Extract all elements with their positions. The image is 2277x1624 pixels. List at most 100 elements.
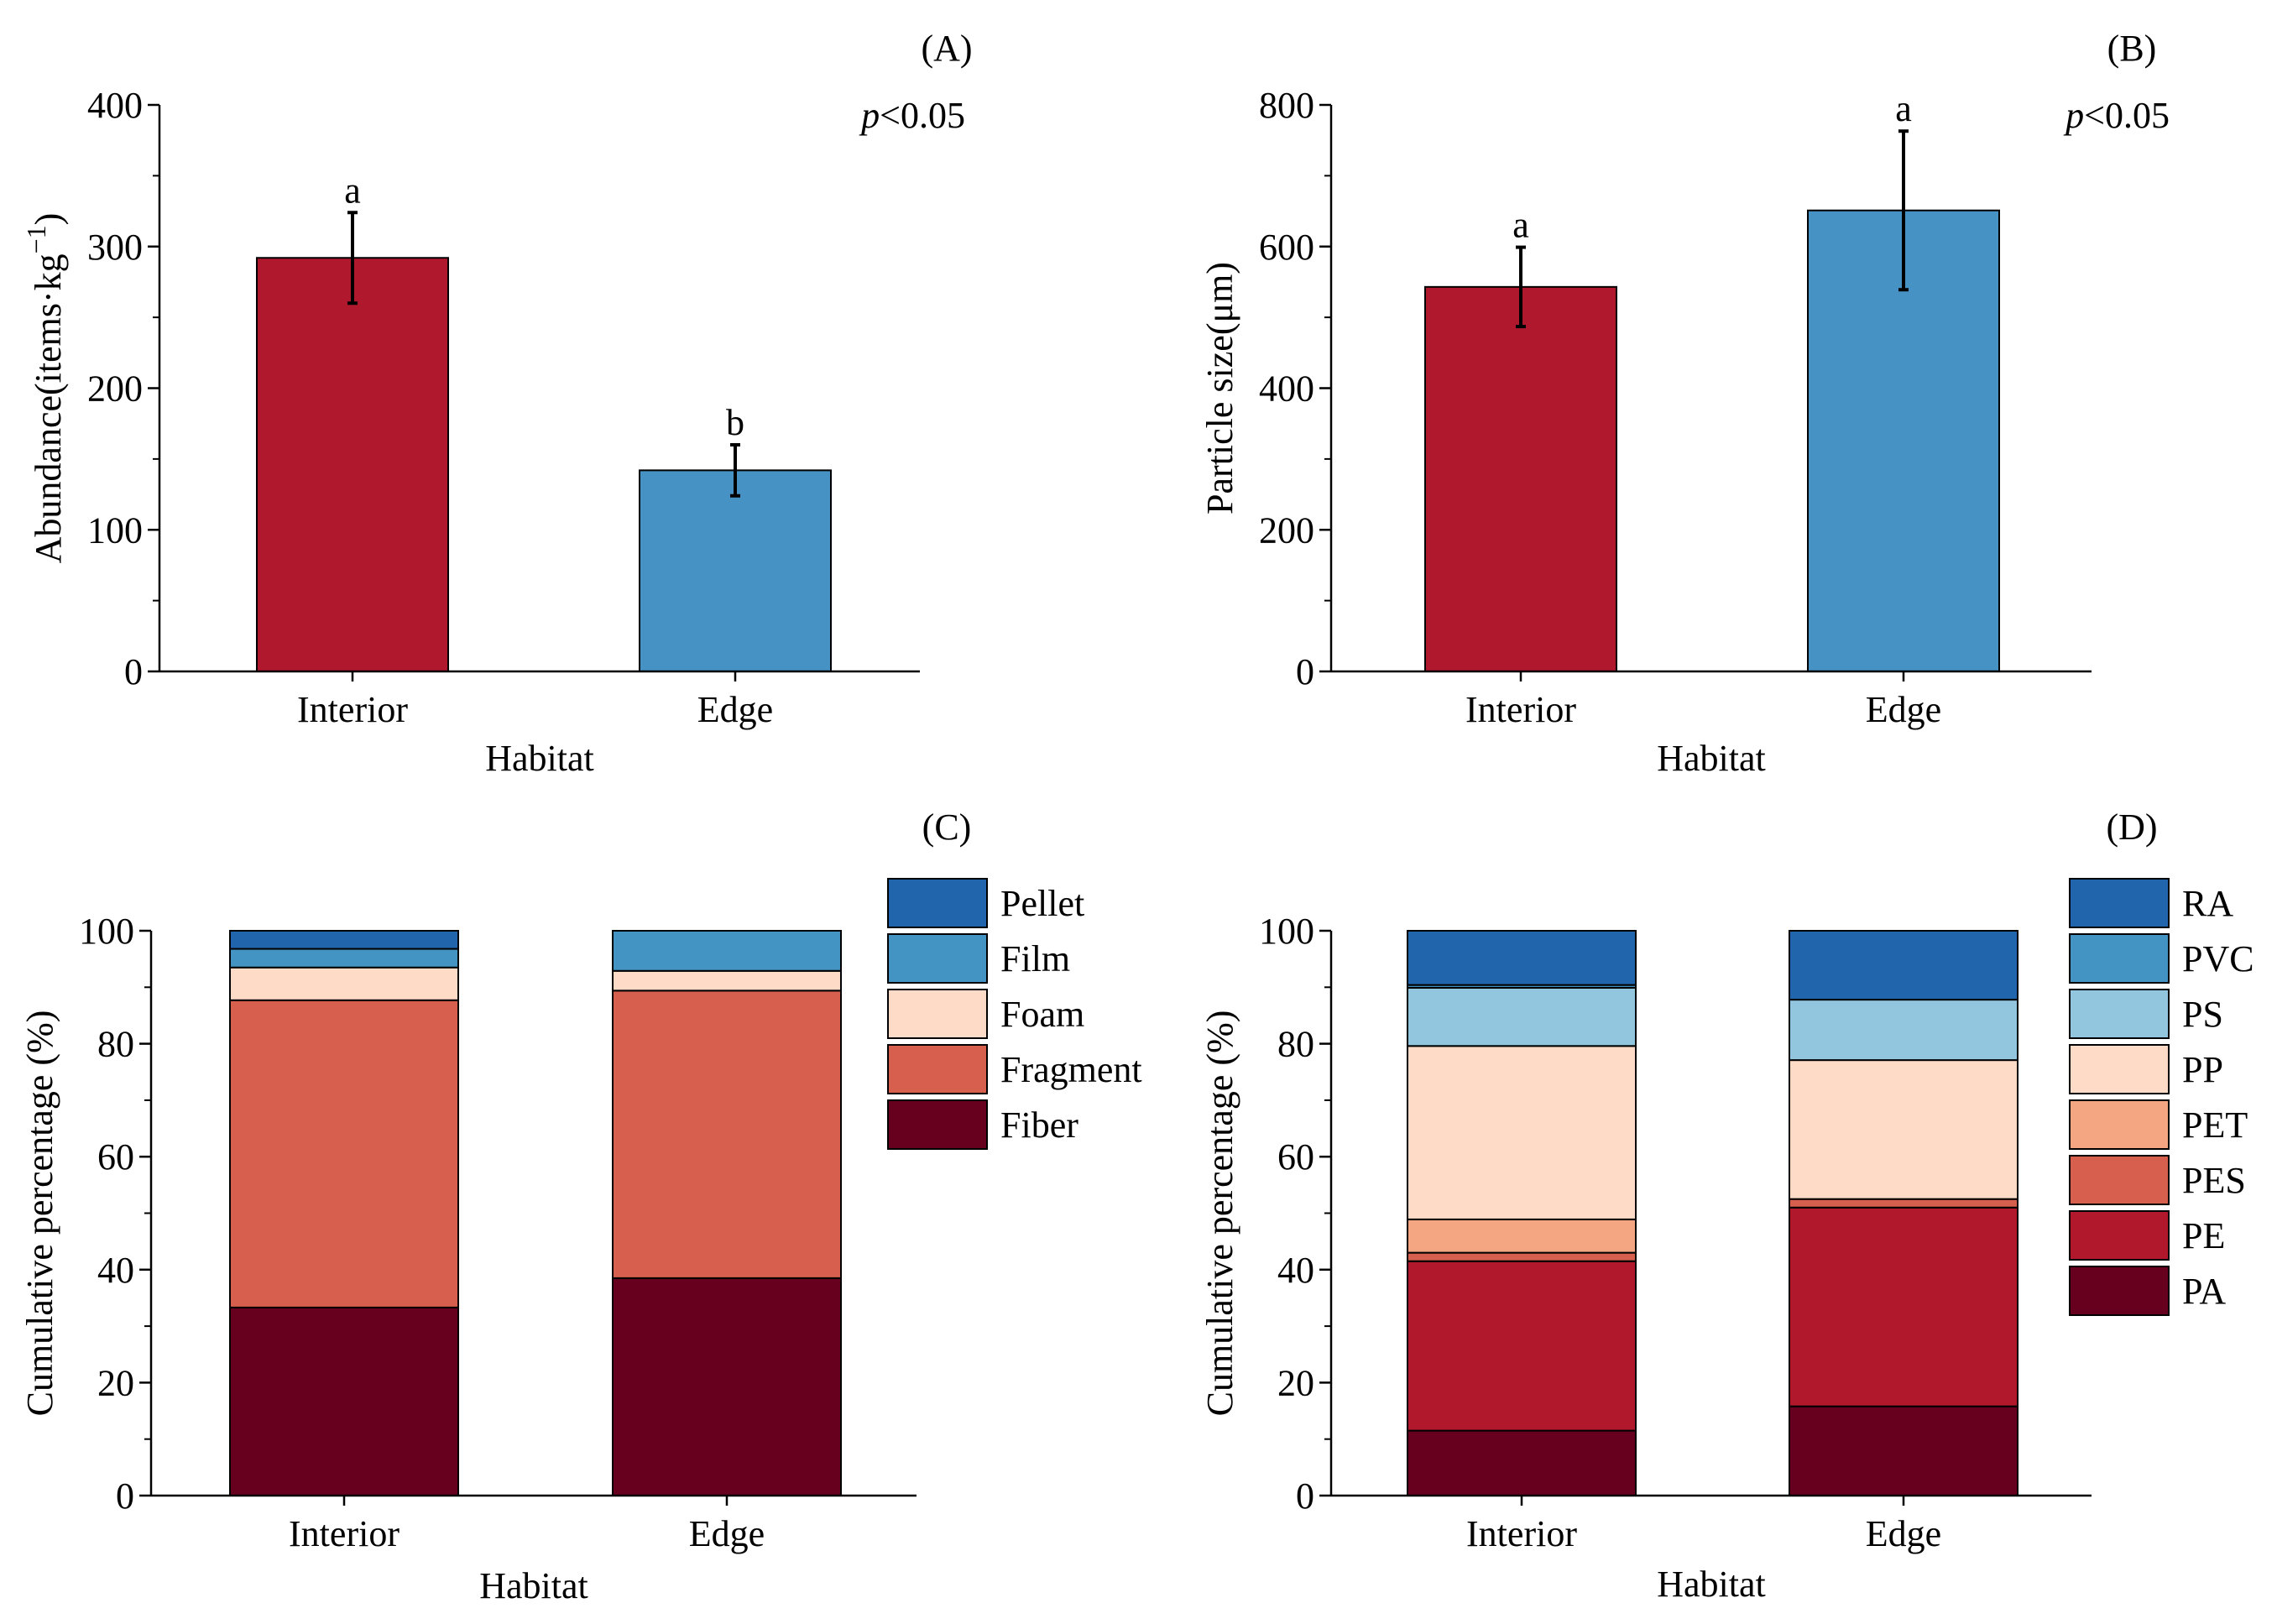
p-value-symbol: p: [2063, 95, 2084, 136]
y-tick-label: 100: [87, 509, 143, 551]
y-tick-label: 40: [1277, 1250, 1314, 1291]
legend-label-ps: PS: [2182, 994, 2223, 1035]
y-tick-label: 100: [79, 911, 134, 952]
stack-segment-ps: [1407, 986, 1637, 1047]
stack-segment-fragment: [229, 999, 459, 1308]
y-tick-label: 60: [1277, 1136, 1314, 1178]
x-axis-title: Habitat: [485, 738, 594, 779]
legend-swatch-pellet: [887, 878, 988, 928]
bar-interior: [1424, 285, 1617, 672]
stack-segment-ra: [1789, 930, 2018, 1001]
legend-swatch-ra: [2069, 878, 2170, 928]
legend-swatch-fiber: [887, 1099, 988, 1150]
legend: RA PVC PS PP PET PES PE PA: [2069, 878, 2254, 1316]
chart-panel-c: 0 20 40 60 80 100 Interior Edge Habitat Cumulativ…: [19, 807, 1142, 1606]
y-axis-title-main: Cumulative percentage (%): [19, 1010, 60, 1417]
legend-label-fiber: Fiber: [1000, 1104, 1078, 1146]
legend-label-pes: PES: [2182, 1160, 2246, 1201]
y-axis-title: Cumulative percentage (%): [19, 1010, 60, 1417]
legend-label-pellet: Pellet: [1000, 883, 1084, 924]
y-tick-label: 20: [1277, 1362, 1314, 1403]
legend-swatch-pa: [2069, 1266, 2170, 1316]
y-axis-title: Particle size(μm): [1199, 262, 1240, 514]
legend-label-fragment: Fragment: [1000, 1049, 1142, 1090]
legend-label-pet: PET: [2182, 1104, 2248, 1146]
x-axis-title: Habitat: [1657, 738, 1766, 779]
stack-segment-pe: [1789, 1206, 2018, 1407]
stack-segment-pa: [1407, 1429, 1637, 1496]
chart-panel-a: a b 0 100 200 300 400 Interior Edge Habitat Abunda…: [21, 28, 973, 779]
legend-swatch-pes: [2069, 1155, 2170, 1205]
y-tick-label: 0: [124, 651, 143, 692]
y-axis-title-superscript: −1: [21, 225, 51, 253]
x-tick-label: Interior: [1466, 1513, 1577, 1554]
legend-label-pp: PP: [2182, 1049, 2223, 1090]
legend-label-film: Film: [1000, 938, 1070, 979]
significance-letter: b: [726, 402, 744, 443]
stack-segment-fragment: [612, 990, 842, 1279]
legend-swatch-film: [887, 933, 988, 984]
y-axis-title: Cumulative percentage (%): [1199, 1010, 1240, 1417]
stack-segment-fiber: [229, 1306, 459, 1496]
bar-edge: [639, 469, 832, 672]
stack-segment-pp: [1407, 1045, 1637, 1220]
y-tick-label: 200: [1259, 509, 1314, 551]
legend: Pellet Film Foam Fragment Fiber: [887, 878, 1142, 1150]
y-tick-label: 80: [1277, 1024, 1314, 1065]
stack-segment-pe: [1407, 1260, 1637, 1432]
p-value-threshold: <0.05: [2084, 95, 2170, 136]
stack-segment-foam: [229, 966, 459, 1001]
legend-label-pvc: PVC: [2182, 938, 2254, 979]
legend-label-foam: Foam: [1000, 994, 1084, 1035]
y-tick-label: 200: [87, 368, 143, 410]
panel-label: (A): [921, 28, 972, 69]
y-tick-label: 40: [97, 1250, 134, 1291]
legend-label-ra: RA: [2182, 883, 2233, 924]
x-axis-title: Habitat: [1657, 1564, 1766, 1605]
legend-swatch-pvc: [2069, 933, 2170, 984]
x-tick-label: Interior: [1465, 689, 1576, 730]
stack-segment-pp: [1789, 1059, 2018, 1200]
stack-segment-fiber: [612, 1277, 842, 1497]
y-tick-label: 20: [97, 1362, 134, 1403]
y-tick-label: 0: [116, 1475, 134, 1517]
y-axis-title-close: ): [28, 213, 69, 226]
significance-letter: a: [1512, 205, 1529, 246]
y-axis-title-main: Particle size(μm): [1199, 262, 1240, 514]
y-tick-label: 300: [87, 227, 143, 268]
p-value-annotation: p<0.05: [2063, 95, 2170, 136]
chart-panel-d: 0 20 40 60 80 100 Interior Edge Habitat Cumulativ…: [1199, 807, 2254, 1605]
x-tick-label: Interior: [289, 1513, 400, 1554]
legend-label-pe: PE: [2182, 1215, 2225, 1256]
y-tick-label: 600: [1259, 227, 1314, 268]
p-value-threshold: <0.05: [880, 95, 965, 136]
y-axis-title-main: Abundance(items·kg: [28, 253, 69, 563]
stack-segment-ps: [1789, 999, 2018, 1062]
y-tick-label: 0: [1296, 1475, 1314, 1517]
stack-segment-pes: [1789, 1198, 2018, 1209]
x-tick-label: Edge: [1866, 1513, 1941, 1554]
y-tick-label: 100: [1259, 911, 1314, 952]
panel-label: (C): [922, 807, 972, 848]
stack-segment-pa: [1789, 1405, 2018, 1497]
stack-segment-pellet: [229, 930, 459, 950]
stack-segment-film: [612, 930, 842, 972]
y-axis-title: Abundance(items·kg−1): [21, 213, 69, 564]
stack-segment-ra: [1407, 930, 1637, 986]
stack-segment-pes: [1407, 1251, 1637, 1262]
bar-interior: [256, 257, 449, 672]
stack-segment-film: [229, 948, 459, 969]
y-tick-label: 400: [1259, 368, 1314, 410]
x-tick-label: Edge: [689, 1513, 765, 1554]
y-axis-title-main: Cumulative percentage (%): [1199, 1010, 1240, 1417]
legend-swatch-pet: [2069, 1099, 2170, 1150]
p-value-annotation: p<0.05: [859, 95, 965, 136]
panel-label: (D): [2106, 807, 2157, 848]
y-tick-label: 0: [1296, 651, 1314, 692]
legend-label-pa: PA: [2182, 1271, 2226, 1312]
legend-swatch-pe: [2069, 1210, 2170, 1261]
y-tick-label: 800: [1259, 85, 1314, 126]
y-tick-label: 400: [87, 85, 143, 126]
legend-swatch-ps: [2069, 989, 2170, 1039]
